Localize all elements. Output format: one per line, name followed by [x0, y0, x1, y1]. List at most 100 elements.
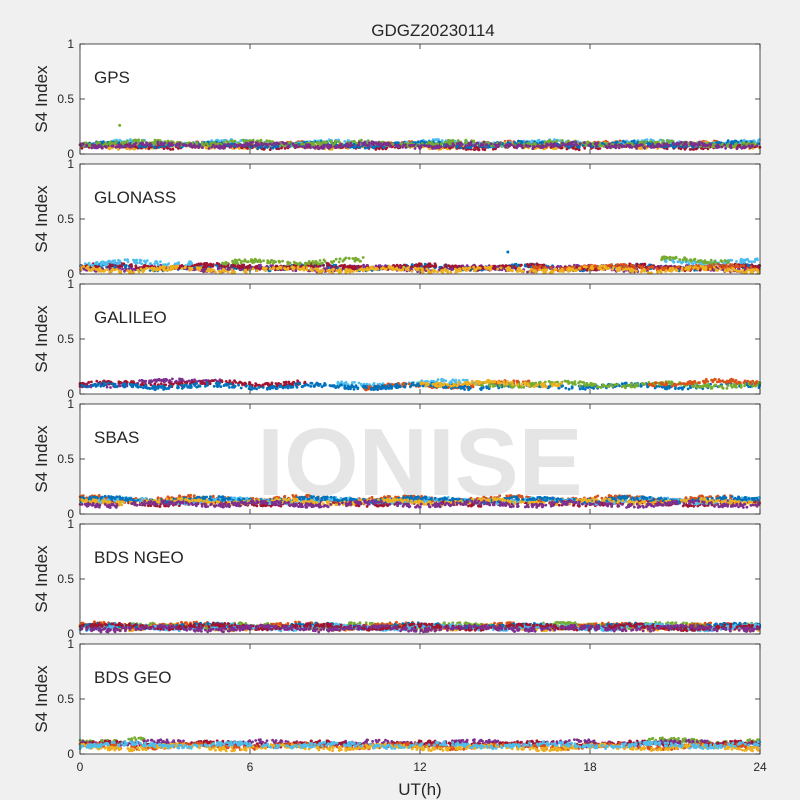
data-point	[567, 146, 571, 150]
data-point	[374, 141, 378, 145]
data-point	[612, 145, 616, 149]
data-point	[228, 267, 231, 271]
data-point	[309, 146, 312, 150]
data-point	[644, 140, 648, 144]
data-point	[195, 144, 199, 148]
data-point	[416, 140, 420, 144]
data-point	[134, 141, 138, 145]
data-point	[115, 140, 118, 144]
data-point	[429, 145, 433, 148]
data-point	[333, 139, 337, 143]
data-point	[380, 142, 383, 146]
data-point	[589, 142, 592, 146]
data-point	[349, 141, 353, 145]
data-point	[365, 143, 369, 147]
data-point	[222, 140, 226, 144]
data-point	[741, 141, 744, 145]
data-point	[237, 147, 241, 150]
data-point	[322, 143, 326, 147]
data-point	[178, 141, 182, 145]
data-point	[423, 144, 427, 148]
data-point	[389, 144, 393, 148]
data-point	[337, 140, 340, 144]
data-point	[646, 144, 649, 148]
data-point	[281, 141, 284, 144]
data-point	[280, 146, 283, 150]
data-point	[357, 143, 361, 147]
data-point	[329, 140, 333, 144]
data-point	[213, 145, 217, 149]
data-point	[604, 145, 608, 149]
data-point	[140, 141, 144, 145]
data-point	[720, 145, 724, 149]
data-point	[667, 141, 671, 145]
data-point	[594, 144, 598, 148]
data-point	[90, 143, 94, 147]
data-point	[574, 141, 578, 144]
data-point	[377, 141, 381, 145]
data-point	[122, 141, 125, 144]
data-point	[146, 143, 150, 147]
data-point	[239, 139, 243, 143]
data-point	[509, 143, 513, 147]
data-point	[124, 144, 128, 148]
data-point	[427, 140, 431, 144]
data-point	[334, 146, 338, 150]
data-point	[247, 142, 250, 146]
data-point	[222, 147, 225, 150]
data-point	[223, 143, 227, 147]
data-point	[122, 262, 126, 266]
data-point	[233, 143, 237, 146]
data-point	[489, 142, 493, 146]
data-point	[512, 144, 516, 148]
data-point	[312, 145, 315, 149]
data-point	[292, 143, 295, 147]
data-point	[311, 142, 315, 146]
data-point	[484, 143, 488, 147]
data-point	[638, 140, 642, 144]
data-point	[469, 141, 472, 145]
data-point	[153, 141, 157, 145]
data-point	[437, 146, 441, 150]
data-point	[516, 144, 519, 147]
data-point	[118, 138, 122, 142]
data-point	[535, 144, 539, 148]
data-point	[121, 145, 124, 149]
y-axis-label: S4 Index	[32, 65, 51, 133]
data-point	[132, 139, 136, 143]
data-point	[254, 144, 258, 148]
data-point	[521, 146, 524, 150]
data-point	[81, 142, 85, 146]
data-point	[523, 264, 527, 268]
data-point	[326, 145, 329, 149]
panel-label: GPS	[94, 68, 130, 87]
data-point	[398, 144, 401, 148]
data-point	[97, 144, 101, 148]
data-point	[343, 144, 346, 148]
data-point	[404, 146, 408, 149]
data-point	[451, 138, 455, 142]
data-point	[680, 140, 683, 144]
data-point	[520, 140, 523, 143]
data-point	[693, 144, 697, 147]
data-point	[300, 142, 304, 146]
data-point	[128, 145, 132, 149]
data-point	[451, 144, 455, 148]
data-point	[635, 143, 639, 147]
data-point	[195, 141, 199, 145]
data-point	[305, 145, 309, 149]
data-point	[549, 142, 553, 146]
data-point	[736, 146, 739, 150]
data-point	[504, 144, 507, 148]
data-point	[651, 143, 655, 146]
data-point	[577, 146, 581, 150]
data-point	[500, 144, 504, 148]
y-tick-label: 0.5	[57, 92, 74, 106]
data-point	[653, 140, 657, 144]
data-point	[147, 147, 151, 151]
data-point	[259, 138, 263, 142]
data-point	[198, 143, 201, 147]
data-point	[630, 142, 634, 145]
